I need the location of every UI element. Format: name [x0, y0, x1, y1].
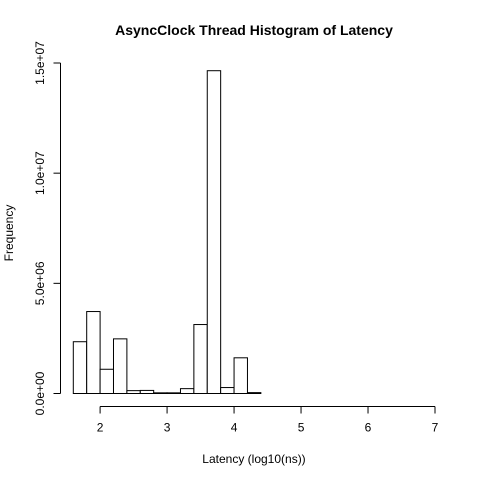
y-tick-label-2: 1.0e+07: [33, 151, 47, 195]
x-axis: 2 3 4 5 6 7: [97, 406, 439, 435]
histogram-bars: [72, 70, 262, 395]
histogram-bar-10: [206, 70, 222, 395]
histogram-bar-1: [86, 311, 101, 395]
chart-title: AsyncClock Thread Histogram of Latency: [115, 22, 393, 38]
histogram-bar-8: [179, 388, 195, 394]
histogram-bar-7: [166, 392, 181, 394]
histogram-bar-13: [246, 392, 262, 394]
histogram-bar-11: [220, 387, 235, 394]
histogram-bar-4: [126, 390, 141, 395]
x-axis-label: Latency (log10(ns)): [202, 452, 305, 466]
x-tick-label-6: 6: [365, 421, 372, 435]
y-axis-label: Frequency: [2, 205, 16, 262]
y-axis: 0.0e+00 5.0e+06 1.0e+07 1.5e+07: [33, 41, 61, 415]
y-tick-label-3: 1.5e+07: [33, 41, 47, 85]
histogram-bar-9: [193, 324, 208, 395]
y-tick-label-0: 0.0e+00: [33, 371, 47, 415]
histogram-bar-2: [99, 368, 114, 395]
x-tick-label-3: 3: [164, 421, 171, 435]
histogram-bar-6: [153, 392, 168, 394]
histogram-bar-0: [72, 341, 88, 394]
histogram-bar-5: [139, 389, 155, 395]
y-tick-label-1: 5.0e+06: [33, 261, 47, 305]
histogram-bar-12: [233, 357, 248, 394]
x-tick-label-4: 4: [231, 421, 238, 435]
x-tick-label-7: 7: [432, 421, 439, 435]
histogram-bar-3: [112, 338, 128, 394]
x-tick-label-2: 2: [97, 421, 104, 435]
x-tick-label-5: 5: [298, 421, 305, 435]
